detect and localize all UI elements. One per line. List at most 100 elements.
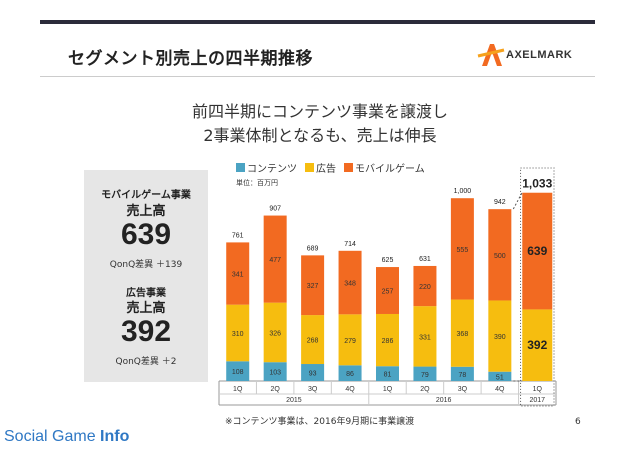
legend-label-ads: 広告 (316, 164, 336, 175)
bar-segment-label: 279 (344, 338, 356, 345)
x-tick-label: 4Q (345, 386, 355, 393)
bar-segment (226, 242, 250, 305)
connector-line-top (512, 192, 523, 210)
bar-total-label: 625 (382, 257, 394, 264)
bar-segment-label: 103 (269, 370, 281, 377)
bar-segment (263, 302, 287, 363)
bar-segment-label: 390 (494, 334, 506, 341)
bar-segment (376, 313, 399, 367)
year-label: 2016 (436, 397, 452, 404)
bar-segment-label: 93 (309, 371, 317, 378)
bar-total-label: 942 (494, 199, 506, 206)
chart-legend: コンテンツ 広告 モバイルゲーム (236, 160, 425, 175)
kpi-mobile-value: 639 (120, 218, 172, 251)
x-tick-label: 2Q (420, 386, 430, 393)
x-tick-label: 4Q (495, 386, 505, 393)
watermark-bold: Info (100, 428, 130, 445)
bar-segment-label: 341 (232, 272, 244, 279)
legend-swatch-mobile (344, 163, 353, 172)
bar-segment (488, 209, 512, 301)
x-tick-label: 3Q (308, 386, 318, 393)
kpi-panel (84, 170, 208, 382)
legend-swatch-ads (305, 163, 314, 172)
bar-segment-label: 392 (527, 338, 547, 352)
bar-segment-label: 326 (269, 330, 281, 337)
bar-segment-label: 78 (458, 372, 466, 379)
x-tick-label: 1Q (533, 386, 543, 393)
bar-segment (488, 300, 512, 372)
kpi-ad-value: 392 (120, 315, 172, 348)
chart-unit-label: 単位：百万円 (236, 179, 278, 187)
legend-label-mobile: モバイルゲーム (355, 164, 425, 175)
legend-swatch-contents (236, 163, 245, 172)
bar-segment-label: 286 (382, 338, 394, 345)
bar-total-label: 1,033 (522, 177, 552, 191)
logo-text: AXELMARK (506, 49, 573, 61)
kpi-ad-sub: 売上高 (126, 301, 166, 316)
kpi-mobile-label: モバイルゲーム事業 (101, 190, 191, 201)
bar-segment-label: 331 (419, 334, 431, 341)
bar-segment (226, 304, 250, 362)
bar-segment (338, 314, 362, 366)
bar-segment (301, 315, 325, 365)
bar-segment (413, 306, 437, 367)
bar-total-label: 761 (232, 232, 244, 239)
bar-segment-label: 368 (457, 331, 469, 338)
kpi-mobile-diff: QonQ差異 ＋139 (109, 260, 183, 270)
headline-line2: 2事業体制となるも、売上は伸長 (203, 126, 437, 145)
bar-segment-label: 257 (382, 289, 394, 296)
year-label: 2015 (286, 397, 302, 404)
bar-segment (301, 255, 325, 316)
watermark-regular: Social Game (4, 428, 101, 445)
bar-segment (301, 364, 325, 381)
bar-segment-label: 108 (232, 369, 244, 376)
x-tick-label: 1Q (233, 386, 243, 393)
bar-segment (226, 361, 250, 381)
year-label: 2017 (529, 397, 545, 404)
bar-segment (488, 371, 512, 381)
footnote: ※コンテンツ事業は、2016年9月期に事業譲渡 (225, 417, 415, 427)
bar-segment (450, 299, 474, 367)
bar-segment-label: 220 (419, 284, 431, 291)
bar-segment (338, 250, 362, 315)
top-rule (40, 20, 595, 24)
bar-segment-label: 555 (457, 247, 469, 254)
bar-segment (522, 309, 553, 381)
bar-segment-label: 348 (344, 281, 356, 288)
bar-segment (338, 365, 362, 381)
bar-segment-label: 477 (269, 257, 281, 264)
x-tick-label: 1Q (383, 386, 393, 393)
bar-segment-label: 81 (384, 372, 392, 379)
bar-total-label: 907 (269, 206, 281, 213)
bar-total-label: 1,000 (454, 188, 472, 195)
bar-total-label: 714 (344, 241, 356, 248)
bar-segment (263, 362, 287, 381)
bar-total-label: 631 (419, 256, 431, 263)
legend-item-mobile: モバイルゲーム (344, 160, 425, 175)
legend-item-ads: 広告 (305, 160, 336, 175)
bar-segment (413, 265, 437, 307)
bar-segment-label: 310 (232, 331, 244, 338)
bar-segment-label: 86 (346, 371, 354, 378)
watermark-logo: Social Game Info (4, 428, 129, 446)
bar-segment-label: 327 (307, 283, 319, 290)
legend-item-contents: コンテンツ (236, 160, 297, 175)
bar-segment (413, 366, 437, 381)
highlight-box (520, 167, 555, 407)
bar-segment (450, 198, 474, 300)
kpi-mobile-sub: 売上高 (126, 204, 166, 219)
bar-segment (450, 366, 474, 381)
bar-segment (263, 215, 287, 303)
bar-segment (376, 267, 399, 314)
bar-segment (522, 192, 553, 310)
bar-segment-label: 51 (496, 374, 504, 381)
legend-label-contents: コンテンツ (247, 164, 297, 175)
page-number: 6 (575, 417, 581, 427)
bar-segment-label: 639 (527, 244, 547, 258)
title-divider (40, 76, 595, 77)
bar-segment-label: 268 (307, 338, 319, 345)
x-tick-label: 3Q (458, 386, 468, 393)
kpi-ad-label: 広告事業 (126, 288, 166, 299)
headline-line1: 前四半期にコンテンツ事業を譲渡し (191, 102, 448, 121)
